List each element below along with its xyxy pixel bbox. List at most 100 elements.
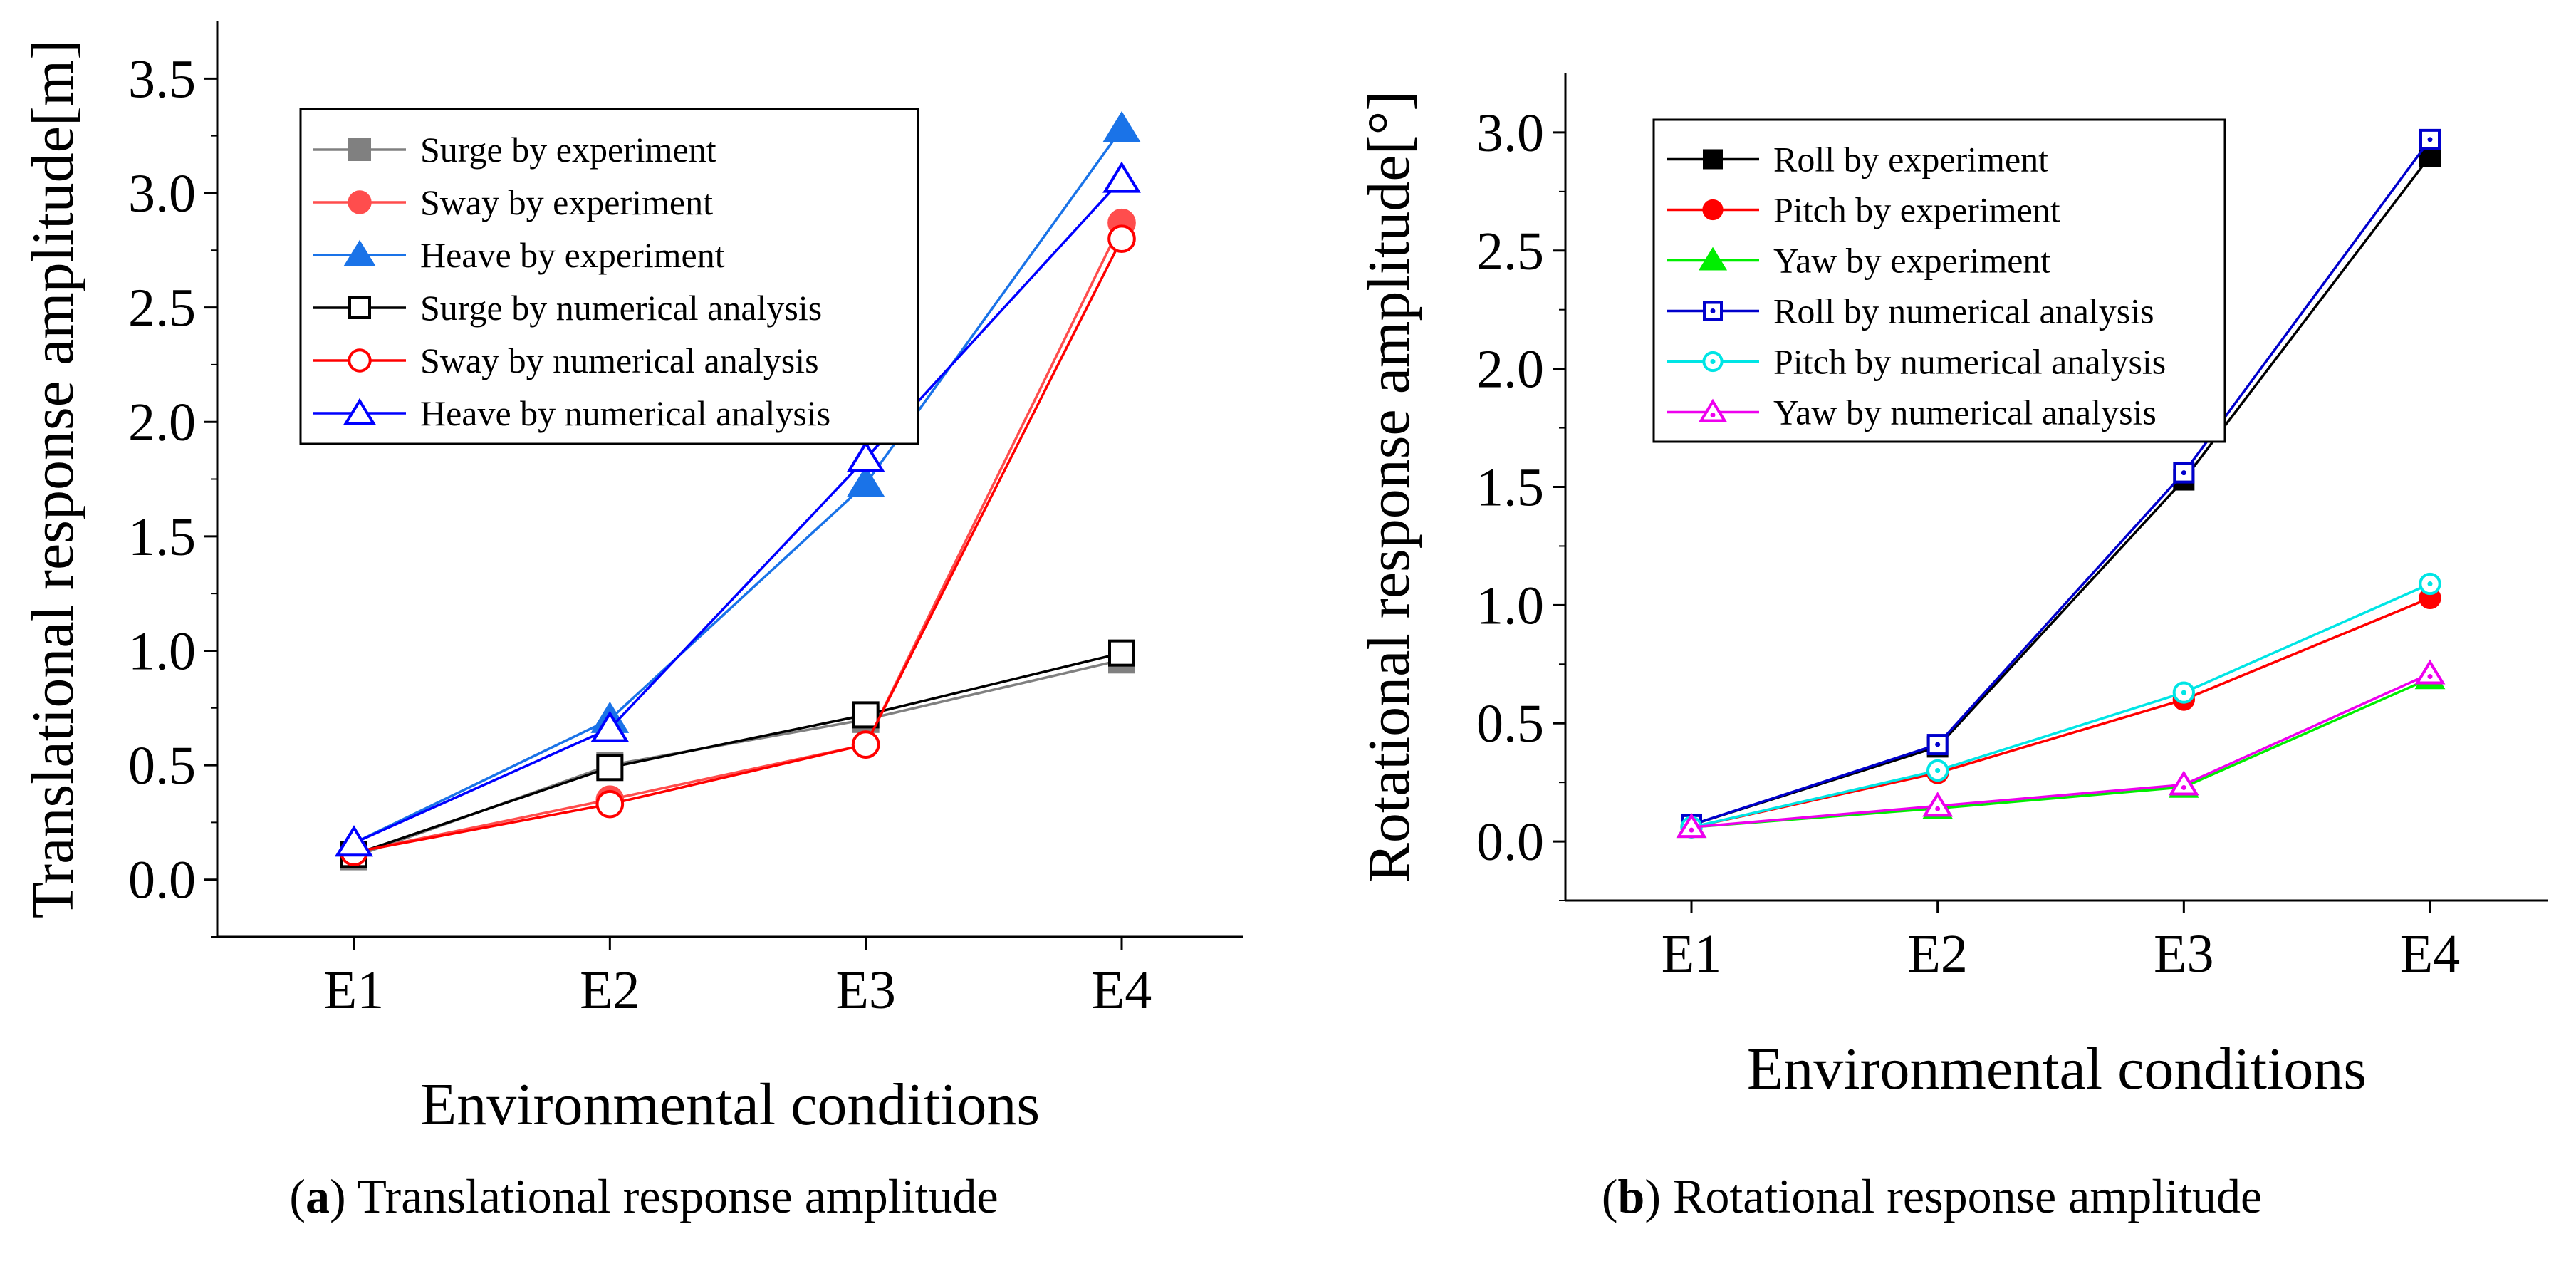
chart0-series-sway-by-experiment-line xyxy=(353,222,1123,853)
chart1-y-tick-label-6: 3.0 xyxy=(1476,103,1544,163)
caption-b-text: Rotational response amplitude xyxy=(1672,1169,2263,1223)
chart1-series-roll-by-numerical-analysis-point-e2-center-dot xyxy=(1935,742,1941,747)
chart1-series-yaw-by-numerical-analysis-point-e1 xyxy=(1676,813,1707,839)
chart1-legend-entry-yaw-by-numerical-analysis-marker xyxy=(1698,398,1728,422)
chart0-legend-entry-sway-by-numerical-analysis-marker xyxy=(348,348,372,373)
chart0-legend-entry-heave-by-experiment-label: Heave by experiment xyxy=(420,235,725,275)
chart0-series-sway-by-numerical-analysis-point-e2 xyxy=(595,789,625,819)
chart0-legend-entry-heave-by-numerical-analysis-label: Heave by numerical analysis xyxy=(420,393,830,433)
caption-b: (b) Rotational response amplitude xyxy=(1601,1169,2263,1223)
chart0-series-heave-by-numerical-analysis-line xyxy=(353,178,1123,844)
chart0-legend-entry-heave-by-numerical-analysis-marker xyxy=(343,398,376,425)
chart1-legend-entry-yaw-by-experiment-label: Yaw by experiment xyxy=(1773,241,2050,281)
chart1-legend-entry-yaw-by-numerical-analysis-label: Yaw by numerical analysis xyxy=(1773,393,2157,432)
chart1-x-tick-label-e4: E4 xyxy=(2400,924,2460,984)
chart1-series-yaw-by-numerical-analysis-point-e2-center-dot xyxy=(1935,806,1941,811)
chart1-legend-entry-pitch-by-experiment-label: Pitch by experiment xyxy=(1773,190,2060,230)
chart1-series-yaw-by-numerical-analysis-point-e1-center-dot xyxy=(1689,827,1694,833)
chart0-y-tick-label-1: 0.5 xyxy=(128,736,196,796)
caption-a-tag: a xyxy=(305,1169,330,1223)
chart0-x-tick-label-e1: E1 xyxy=(324,960,384,1020)
chart1-legend-entry-roll-by-experiment-label: Roll by experiment xyxy=(1773,140,2048,180)
chart0-legend-entry-sway-by-experiment-marker xyxy=(348,190,372,214)
chart1-x-tick-label-e2: E2 xyxy=(1907,924,1967,984)
chart1-series-yaw-by-experiment-line xyxy=(1691,677,2431,829)
chart1-series-roll-by-numerical-analysis-point-e4-center-dot xyxy=(2427,137,2433,142)
chart0-y-tick-label-3: 1.5 xyxy=(128,507,196,567)
chart1-x-axis-title: Environmental conditions xyxy=(1747,1036,2367,1102)
chart1-y-tick-label-2: 1.0 xyxy=(1476,576,1544,635)
chart0-series-sway-by-numerical-analysis-line xyxy=(353,238,1123,853)
chart1-y-axis-title: Rotational response amplitude[°] xyxy=(1356,91,1422,883)
chart0-x-tick-label-e4: E4 xyxy=(1092,960,1152,1020)
chart1-series-yaw-by-numerical-analysis-point-e3-center-dot xyxy=(2181,784,2186,790)
chart-panel-a: 0.0 0.5 1.0 1.5 2.0 2.5 3.0 3.5 E1 E2 E3 E4 Environm… xyxy=(20,21,1243,1223)
chart1-legend-entry-pitch-by-numerical-analysis-label: Pitch by numerical analysis xyxy=(1773,342,2166,382)
chart0-series-heave-by-numerical-analysis-point-e2 xyxy=(590,710,630,742)
chart1-series-yaw-by-numerical-analysis-line xyxy=(1691,672,2431,829)
chart1-series-pitch-by-numerical-analysis-point-e4-center-dot xyxy=(2427,581,2433,587)
chart1-legend-entry-pitch-by-experiment-marker xyxy=(1702,199,1724,221)
chart0-legend-entry-surge-by-numerical-analysis-marker xyxy=(348,296,371,319)
chart1-legend-entry-roll-by-numerical-analysis-label: Roll by numerical analysis xyxy=(1773,291,2154,331)
chart1-y-tick-label-0: 0.0 xyxy=(1476,812,1544,872)
chart1-series-yaw-by-numerical-analysis-point-e4-center-dot xyxy=(2427,674,2433,680)
caption-a-text: Translational response amplitude xyxy=(357,1169,998,1223)
chart0-legend: Surge by experiment Sway by experiment Hea… xyxy=(299,108,919,445)
chart0-y-axis-title: Translational response amplitude[m] xyxy=(20,40,86,918)
chart1-y-tick-label-5: 2.5 xyxy=(1476,222,1544,281)
chart1-legend-box xyxy=(1652,118,2226,443)
chart0-legend-entry-heave-by-experiment-marker xyxy=(343,239,376,266)
chart0-x-tick-label-e2: E2 xyxy=(580,960,640,1020)
chart1-y-tick-label-4: 2.0 xyxy=(1476,340,1544,400)
chart1-x-tick-label-e1: E1 xyxy=(1662,924,1721,984)
chart1-legend-entry-roll-by-experiment-marker xyxy=(1703,149,1723,170)
chart1-series-roll-by-numerical-analysis-line xyxy=(1691,138,2431,826)
chart0-series-surge-by-numerical-analysis-point-e3 xyxy=(852,701,880,729)
chart1-series-pitch-by-numerical-analysis-point-e3-center-dot xyxy=(2181,690,2186,695)
chart0-series-surge-by-numerical-analysis-line xyxy=(353,651,1122,856)
chart1-legend: Roll by experiment Pitch by experiment Yaw… xyxy=(1652,118,2226,443)
chart1-series-pitch-by-numerical-analysis-point-e2-center-dot xyxy=(1935,768,1941,774)
rotational-chart: 0.0 0.5 1.0 1.5 2.0 2.5 3.0 E1 E2 E3 E4 Environment… xyxy=(1356,73,2548,1102)
chart0-series-heave-by-experiment-line xyxy=(353,128,1123,844)
chart0-series-heave-by-experiment-point-e4 xyxy=(1102,110,1141,142)
chart0-y-tick-label-2: 1.0 xyxy=(128,621,196,681)
chart1-legend-entry-roll-by-numerical-analysis-marker-center-dot xyxy=(1710,308,1716,313)
chart0-series-surge-by-numerical-analysis-point-e2 xyxy=(596,754,624,782)
chart0-y-tick-label-7: 3.5 xyxy=(128,49,196,109)
chart1-y-tick-label-1: 0.5 xyxy=(1476,694,1544,754)
chart1-legend-entry-roll-by-numerical-analysis-marker xyxy=(1703,301,1723,321)
chart0-series-heave-by-numerical-analysis-point-e4 xyxy=(1102,161,1141,193)
chart1-legend-entry-yaw-by-experiment-marker xyxy=(1698,247,1728,271)
chart0-y-tick-label-4: 2.0 xyxy=(128,393,196,452)
chart1-legend-entry-pitch-by-numerical-analysis-marker-center-dot xyxy=(1710,359,1716,364)
chart0-legend-entry-surge-by-numerical-analysis-label: Surge by numerical analysis xyxy=(420,288,822,328)
chart0-y-tick-label-6: 3.0 xyxy=(128,164,196,224)
chart1-y-tick-label-3: 1.5 xyxy=(1476,458,1544,518)
caption-b-tag: b xyxy=(1617,1169,1645,1223)
chart-panel-b: 0.0 0.5 1.0 1.5 2.0 2.5 3.0 E1 E2 E3 E4 Environment… xyxy=(1288,0,2576,1266)
chart0-series-heave-by-experiment-point-e3 xyxy=(846,465,885,497)
chart1-series-pitch-by-numerical-analysis-line xyxy=(1691,582,2431,829)
chart0-series-heave-by-numerical-analysis-point-e1 xyxy=(335,825,373,857)
caption-a: (a) Translational response amplitude xyxy=(289,1169,998,1223)
chart1-series-yaw-by-numerical-analysis-point-e4 xyxy=(2414,659,2446,685)
chart0-series-surge-by-numerical-analysis-point-e4 xyxy=(1108,639,1135,667)
chart0-series-heave-by-numerical-analysis-point-e3 xyxy=(846,440,885,472)
chart1-legend-entry-yaw-by-numerical-analysis-marker-center-dot xyxy=(1710,413,1716,417)
chart0-legend-entry-sway-by-numerical-analysis-label: Sway by numerical analysis xyxy=(420,341,819,380)
chart0-y-tick-label-5: 2.5 xyxy=(128,279,196,338)
chart0-x-axis-title: Environmental conditions xyxy=(420,1072,1040,1138)
chart1-series-yaw-by-numerical-analysis-point-e3 xyxy=(2168,770,2199,796)
chart0-y-tick-label-0: 0.0 xyxy=(128,851,196,910)
chart0-series-sway-by-numerical-analysis-point-e4 xyxy=(1107,224,1136,254)
chart0-legend-entry-sway-by-experiment-label: Sway by experiment xyxy=(420,182,713,222)
chart0-x-tick-label-e3: E3 xyxy=(835,960,895,1020)
chart0-legend-entry-surge-by-experiment-marker xyxy=(348,138,371,161)
translational-chart: 0.0 0.5 1.0 1.5 2.0 2.5 3.0 3.5 E1 E2 E3 E4 Environm… xyxy=(20,21,1243,1138)
chart1-series-roll-by-numerical-analysis-point-e3-center-dot xyxy=(2181,470,2186,476)
chart1-series-yaw-by-numerical-analysis-point-e2 xyxy=(1922,792,1954,817)
chart0-legend-box xyxy=(299,108,919,445)
chart0-series-sway-by-numerical-analysis-point-e3 xyxy=(851,730,880,759)
